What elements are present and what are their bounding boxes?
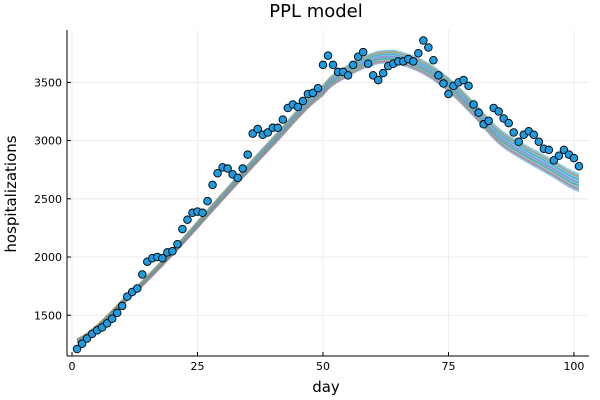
data-point	[429, 56, 438, 65]
data-point	[223, 164, 232, 173]
data-point	[158, 253, 167, 263]
data-point	[208, 180, 217, 190]
data-point	[298, 96, 308, 106]
data-point	[213, 168, 222, 178]
data-point	[198, 208, 207, 218]
data-point	[504, 118, 513, 128]
data-point	[233, 173, 242, 183]
data-point	[514, 137, 523, 147]
data-point	[544, 145, 554, 155]
y-tick-label: 3000	[34, 135, 62, 148]
data-point	[378, 68, 388, 78]
data-point	[409, 57, 418, 66]
data-point	[318, 60, 328, 70]
data-point	[414, 49, 423, 58]
data-point	[469, 100, 478, 109]
y-tick-label: 3500	[34, 76, 62, 89]
data-point	[273, 123, 283, 133]
data-point	[534, 137, 544, 147]
data-point	[358, 47, 368, 57]
data-point	[72, 344, 82, 354]
x-tick-label: 75	[441, 360, 455, 373]
x-tick-label: 100	[563, 360, 584, 373]
model-curve	[76, 53, 580, 341]
band-area	[77, 49, 579, 344]
model-curve	[76, 55, 580, 342]
data-point	[348, 60, 358, 70]
chart-title: PPL model	[269, 1, 363, 22]
data-point	[178, 224, 187, 234]
data-point	[439, 79, 448, 88]
x-axis-label: day	[312, 378, 340, 396]
y-tick-label: 2000	[34, 251, 62, 264]
data-point	[112, 308, 122, 318]
model-curve	[76, 58, 580, 343]
model-curves	[76, 51, 580, 344]
data-point	[343, 71, 353, 80]
x-tick-label: 25	[191, 360, 205, 373]
data-point	[509, 128, 518, 137]
ticks: 0 25 50 75 100 1500 2000 2500 3000 3500	[34, 76, 584, 373]
data-point	[574, 161, 584, 171]
model-curve	[76, 60, 580, 344]
data-point	[459, 75, 468, 85]
y-axis-label: hospitalizations	[2, 135, 20, 252]
x-tick-label: 0	[69, 360, 76, 373]
data-point	[444, 89, 453, 99]
data-point	[569, 153, 579, 163]
x-tick-label: 50	[316, 360, 330, 373]
data-point	[373, 75, 383, 85]
data-point	[494, 107, 503, 116]
data-point	[117, 301, 127, 311]
data-point	[203, 196, 212, 206]
data-point	[138, 270, 147, 279]
data-point	[313, 83, 323, 93]
data-point	[107, 314, 117, 323]
data-point	[173, 239, 182, 249]
data-point	[424, 43, 433, 52]
data-point	[484, 116, 493, 126]
data-point	[363, 59, 373, 69]
data-point	[238, 164, 247, 173]
y-tick-label: 1500	[34, 309, 62, 322]
data-point	[464, 81, 473, 91]
data-point	[419, 36, 428, 45]
data-point	[278, 115, 288, 124]
data-point	[474, 108, 483, 117]
data-point	[243, 150, 252, 159]
posterior-band	[77, 49, 579, 344]
data-point	[253, 124, 262, 134]
data-point	[554, 151, 564, 160]
data-point	[183, 215, 192, 225]
data-point	[77, 339, 87, 349]
data-point	[323, 51, 333, 60]
data-point	[293, 102, 303, 112]
data-point	[328, 60, 338, 70]
y-tick-label: 2500	[34, 193, 62, 206]
data-point	[168, 246, 177, 256]
data-point	[434, 71, 443, 80]
data-points	[72, 36, 584, 354]
model-curve	[76, 51, 580, 340]
data-point	[529, 130, 539, 140]
axes	[66, 30, 589, 357]
data-point	[133, 284, 142, 293]
